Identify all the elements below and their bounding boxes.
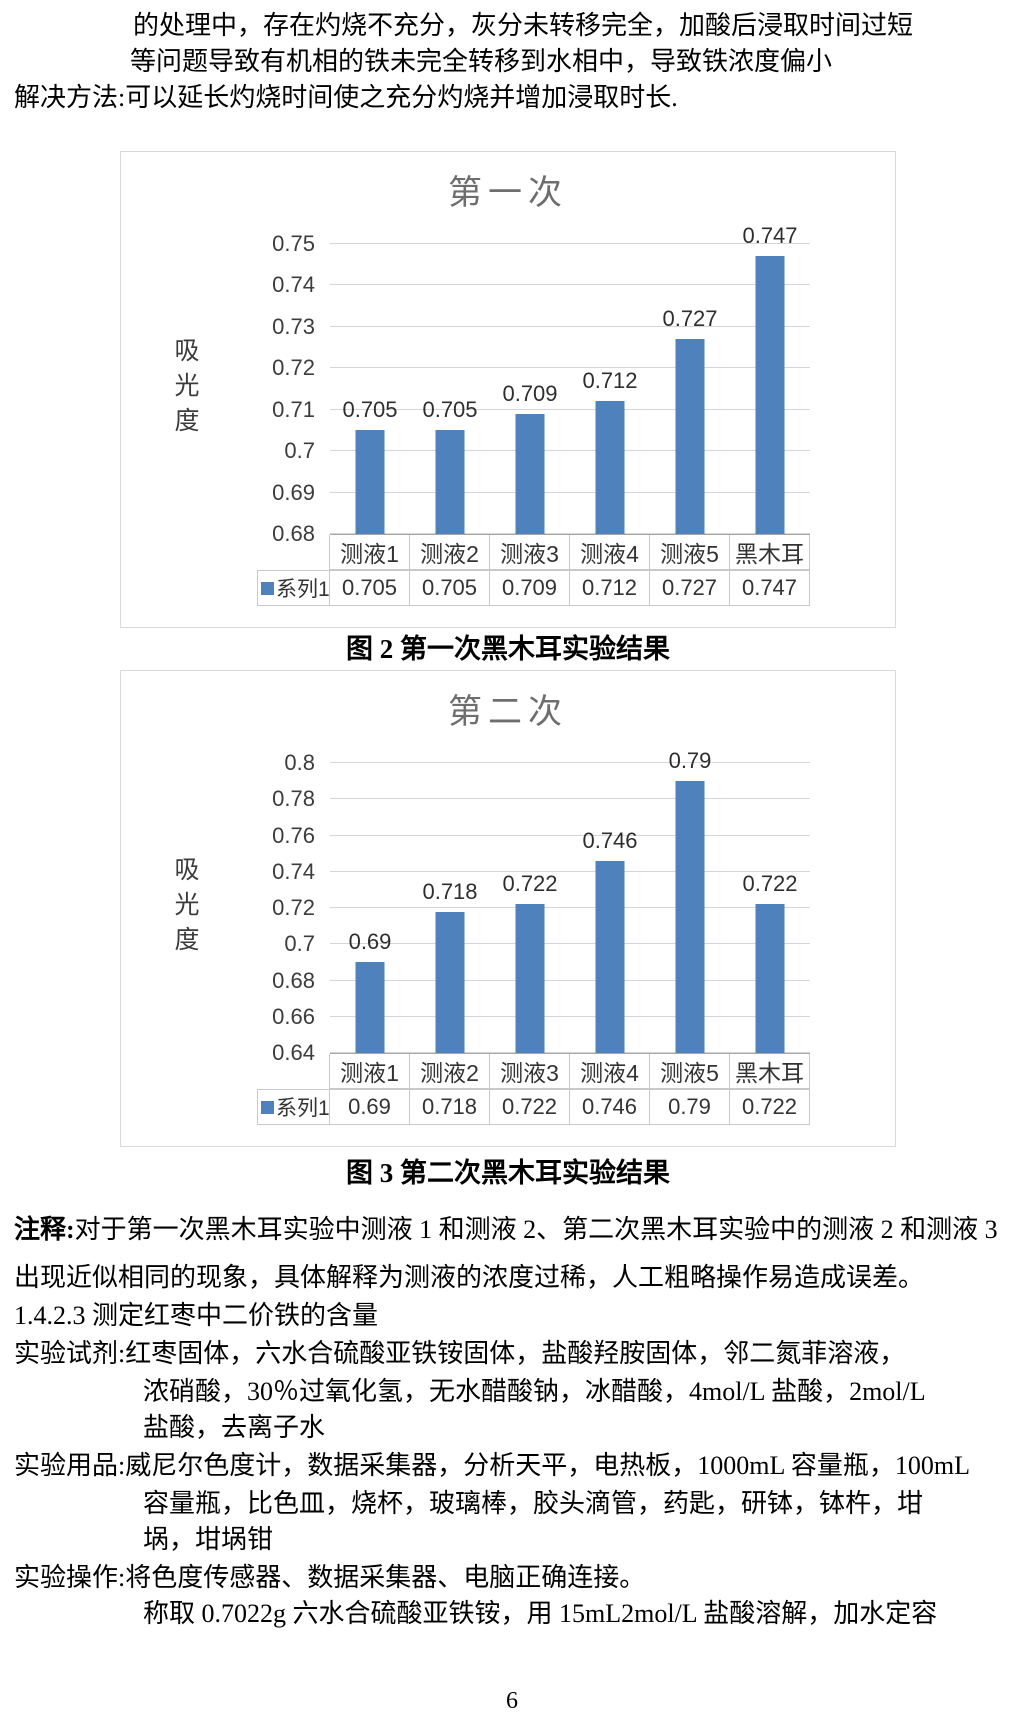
category-label: 测液2 bbox=[409, 1054, 490, 1089]
bar-测液4: 0.712 bbox=[570, 244, 650, 534]
bar-测液2: 0.718 bbox=[410, 763, 490, 1053]
reagents-line-2: 浓硝酸，30％过氧化氢，无水醋酸钠，冰醋酸，4mol/L 盐酸，2mol/L bbox=[143, 1377, 926, 1406]
category-label: 测液1 bbox=[329, 535, 410, 570]
intro-line-2: 等问题导致有机相的铁未完全转移到水相中，导致铁浓度偏小 bbox=[130, 47, 833, 76]
table-value: 0.722 bbox=[490, 1089, 570, 1125]
table-value: 0.69 bbox=[330, 1089, 410, 1125]
bar-测液4: 0.746 bbox=[570, 763, 650, 1053]
bar-测液1: 0.705 bbox=[330, 244, 410, 534]
chart-title: 第一次 bbox=[448, 175, 568, 212]
category-axis-row: 测液1 测液2 测液3 测液4 测液5 黑木耳 bbox=[329, 1053, 810, 1089]
figure-2-chart: 第一次 吸光度 0.75 0.74 0.73 0.72 0.71 0.7 0.69 0.68 … bbox=[120, 151, 896, 628]
intro-solution-line: 解决方法:可以延长灼烧时间使之充分灼烧并增加浸取时长. bbox=[14, 83, 678, 112]
notes-line-1: 注释:对于第一次黑木耳实验中测液 1 和测液 2、第二次黑木耳实验中的测液 2 … bbox=[14, 1212, 998, 1248]
category-label: 黑木耳 bbox=[729, 535, 810, 570]
table-value: 0.718 bbox=[410, 1089, 490, 1125]
figure-2-caption: 图 2 第一次黑木耳实验结果 bbox=[346, 634, 670, 664]
y-axis-label: 吸光度 bbox=[171, 855, 199, 961]
operation-line-1: 实验操作:将色度传感器、数据采集器、电脑正确连接。 bbox=[14, 1563, 646, 1592]
intro-line-1: 的处理中，存在灼烧不充分，灰分未转移完全，加酸后浸取时间过短 bbox=[133, 11, 914, 40]
reagents-line-3: 盐酸，去离子水 bbox=[143, 1413, 326, 1442]
table-value: 0.709 bbox=[490, 570, 570, 606]
y-axis-ticks: 0.75 0.74 0.73 0.72 0.71 0.7 0.69 0.68 bbox=[272, 231, 315, 546]
bar-黑木耳: 0.747 bbox=[730, 223, 810, 534]
operation-line-2: 称取 0.7022g 六水合硫酸亚铁铵，用 15mL2mol/L 盐酸溶解，加水… bbox=[143, 1599, 938, 1628]
notes-text: 对于第一次黑木耳实验中测液 1 和测液 2、第二次黑木耳实验中的测液 2 和测液… bbox=[74, 1215, 998, 1244]
category-label: 测液1 bbox=[329, 1054, 410, 1089]
series-marker-icon bbox=[261, 1100, 274, 1114]
table-value: 0.705 bbox=[410, 570, 490, 606]
plot-area: 0.69 0.718 0.722 0.746 0.79 0.722 bbox=[330, 748, 810, 1053]
bar-黑木耳: 0.722 bbox=[730, 763, 810, 1053]
bar-测液5: 0.79 bbox=[650, 748, 730, 1053]
y-axis-label: 吸光度 bbox=[171, 336, 199, 442]
reagents-line-1: 实验试剂:红枣固体，六水合硫酸亚铁铵固体，盐酸羟胺固体，邻二氮菲溶液， bbox=[14, 1339, 906, 1368]
series-name: 系列1 bbox=[276, 1097, 330, 1120]
supplies-line-3: 埚，坩埚钳 bbox=[143, 1525, 274, 1554]
data-table-row: 系列1 0.69 0.718 0.722 0.746 0.79 0.722 bbox=[257, 1089, 810, 1125]
series-name: 系列1 bbox=[276, 578, 330, 601]
category-label: 测液5 bbox=[649, 1054, 730, 1089]
supplies-line-2: 容量瓶，比色皿，烧杯，玻璃棒，胶头滴管，药匙，研钵，钵杵，坩 bbox=[143, 1489, 924, 1518]
bar-测液2: 0.705 bbox=[410, 244, 490, 534]
notes-label: 注释: bbox=[14, 1215, 75, 1244]
y-axis-ticks: 0.8 0.78 0.76 0.74 0.72 0.7 0.68 0.66 0.64 bbox=[272, 750, 315, 1065]
legend-cell: 系列1 bbox=[257, 570, 330, 606]
category-axis-row: 测液1 测液2 测液3 测液4 测液5 黑木耳 bbox=[329, 534, 810, 570]
bar-测液5: 0.727 bbox=[650, 244, 730, 534]
series-values: 0.705 0.705 0.709 0.712 0.727 0.747 bbox=[330, 570, 810, 606]
table-value: 0.722 bbox=[730, 1089, 810, 1125]
figure-3-chart: 第二次 吸光度 0.8 0.78 0.76 0.74 0.72 0.7 0.68 0.66 0.… bbox=[120, 670, 896, 1147]
table-value: 0.79 bbox=[650, 1089, 730, 1125]
series-values: 0.69 0.718 0.722 0.746 0.79 0.722 bbox=[330, 1089, 810, 1125]
category-label: 黑木耳 bbox=[729, 1054, 810, 1089]
table-value: 0.747 bbox=[730, 570, 810, 606]
legend-cell: 系列1 bbox=[257, 1089, 330, 1125]
figure-3-caption: 图 3 第二次黑木耳实验结果 bbox=[346, 1158, 670, 1188]
table-value: 0.712 bbox=[570, 570, 650, 606]
series-marker-icon bbox=[261, 581, 274, 595]
bar-测液3: 0.709 bbox=[490, 244, 570, 534]
bar-测液1: 0.69 bbox=[330, 763, 410, 1053]
section-heading: 1.4.2.3 测定红枣中二价铁的含量 bbox=[14, 1301, 379, 1330]
category-label: 测液3 bbox=[489, 1054, 570, 1089]
chart-title: 第二次 bbox=[448, 694, 568, 731]
supplies-line-1: 实验用品:威尼尔色度计，数据采集器，分析天平，电热板，1000mL 容量瓶，10… bbox=[14, 1451, 970, 1480]
category-label: 测液4 bbox=[569, 1054, 650, 1089]
category-label: 测液4 bbox=[569, 535, 650, 570]
category-label: 测液2 bbox=[409, 535, 490, 570]
page-number: 6 bbox=[506, 1688, 518, 1714]
data-table-row: 系列1 0.705 0.705 0.709 0.712 0.727 0.747 bbox=[257, 570, 810, 606]
table-value: 0.727 bbox=[650, 570, 730, 606]
table-value: 0.705 bbox=[330, 570, 410, 606]
plot-area: 0.705 0.705 0.709 0.712 0.727 0.747 bbox=[330, 223, 810, 534]
bar-测液3: 0.722 bbox=[490, 763, 570, 1053]
category-label: 测液3 bbox=[489, 535, 570, 570]
category-label: 测液5 bbox=[649, 535, 730, 570]
table-value: 0.746 bbox=[570, 1089, 650, 1125]
notes-line-2: 出现近似相同的现象，具体解释为测液的浓度过稀，人工粗略操作易造成误差。 bbox=[14, 1263, 925, 1292]
